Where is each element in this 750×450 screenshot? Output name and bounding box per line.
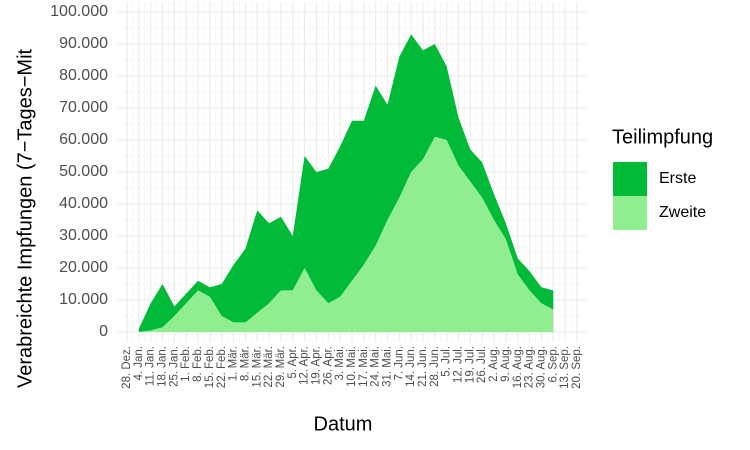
legend-swatch xyxy=(613,162,647,196)
y-tick-label: 90.000 xyxy=(59,35,108,52)
x-tick-label: 9. Aug. xyxy=(500,346,512,382)
x-tick-label: 14. Jun. xyxy=(405,346,417,387)
x-tick-label: 30. Aug. xyxy=(535,346,547,388)
x-tick-label: 10. Mai. xyxy=(346,346,358,387)
x-tick-label: 3. Mai. xyxy=(334,346,346,381)
y-tick-label: 50.000 xyxy=(59,163,108,180)
x-tick-label: 19. Jul. xyxy=(464,346,476,383)
x-tick-label: 23. Aug. xyxy=(524,346,536,388)
x-tick-label: 15. Feb. xyxy=(204,346,216,388)
legend-label: Zweite xyxy=(659,204,706,221)
x-tick-label: 16. Aug. xyxy=(512,346,524,388)
x-tick-label: 2. Aug. xyxy=(488,346,500,382)
x-tick-label: 15. Mär. xyxy=(251,346,263,388)
x-tick-label: 1. Feb. xyxy=(180,346,192,382)
x-tick-label: 5. Jul. xyxy=(441,346,453,377)
x-axis-title: Datum xyxy=(314,413,373,435)
x-tick-label: 28. Jun. xyxy=(429,346,441,387)
x-tick-label: 8. Mär. xyxy=(239,346,251,381)
y-tick-label: 20.000 xyxy=(59,259,108,276)
x-tick-label: 26. Jul. xyxy=(476,346,488,383)
x-tick-label: 22. Mär. xyxy=(263,346,275,388)
x-tick-label: 18. Jan. xyxy=(157,346,169,387)
x-tick-label: 11. Jan. xyxy=(145,346,157,386)
x-tick-label: 8. Feb. xyxy=(192,346,204,382)
y-tick-label: 10.000 xyxy=(59,291,108,308)
x-tick-label: 13. Sep. xyxy=(559,346,571,389)
x-tick-label: 22. Feb. xyxy=(216,346,228,388)
area xyxy=(138,34,554,333)
x-tick-label: 25. Jan. xyxy=(168,346,180,387)
x-tick-label: 12. Apr. xyxy=(299,346,311,385)
x-tick-label: 29. Mär. xyxy=(275,346,287,388)
x-tick-label: 7. Jun. xyxy=(393,346,405,381)
x-tick-label: 1. Mär. xyxy=(228,346,240,381)
y-tick-label: 40.000 xyxy=(59,195,108,212)
y-tick-label: 60.000 xyxy=(59,131,108,148)
y-axis-title: Verabreichte Impfungen (7−Tages−Mit xyxy=(14,48,36,388)
area xyxy=(138,136,554,332)
x-tick-label: 31. Mai. xyxy=(382,346,394,387)
x-tick-label: 12. Jul. xyxy=(453,346,465,383)
x-tick-label: 26. Apr. xyxy=(322,346,334,385)
y-tick-label: 70.000 xyxy=(59,99,108,116)
legend-title: Teilimpfung xyxy=(612,126,713,148)
x-tick-label: 28. Dez. xyxy=(121,346,133,389)
x-tick-label: 24. Mai. xyxy=(370,346,382,387)
y-tick-label: 30.000 xyxy=(59,227,108,244)
x-tick-label: 5. Apr. xyxy=(287,346,299,379)
y-tick-label: 80.000 xyxy=(59,67,108,84)
legend-label: Erste xyxy=(659,170,696,187)
y-tick-label: 0 xyxy=(99,323,108,340)
x-tick-label: 4. Jan. xyxy=(133,346,145,381)
x-tick-label: 21. Jun. xyxy=(417,346,429,387)
y-tick-label: 100.000 xyxy=(50,3,108,20)
x-tick-label: 6. Sep. xyxy=(547,346,559,382)
x-tick-label: 20. Sep. xyxy=(571,346,583,389)
x-tick-label: 17. Mai. xyxy=(358,346,370,387)
x-tick-label: 19. Apr. xyxy=(310,346,322,385)
legend-swatch xyxy=(613,196,647,230)
